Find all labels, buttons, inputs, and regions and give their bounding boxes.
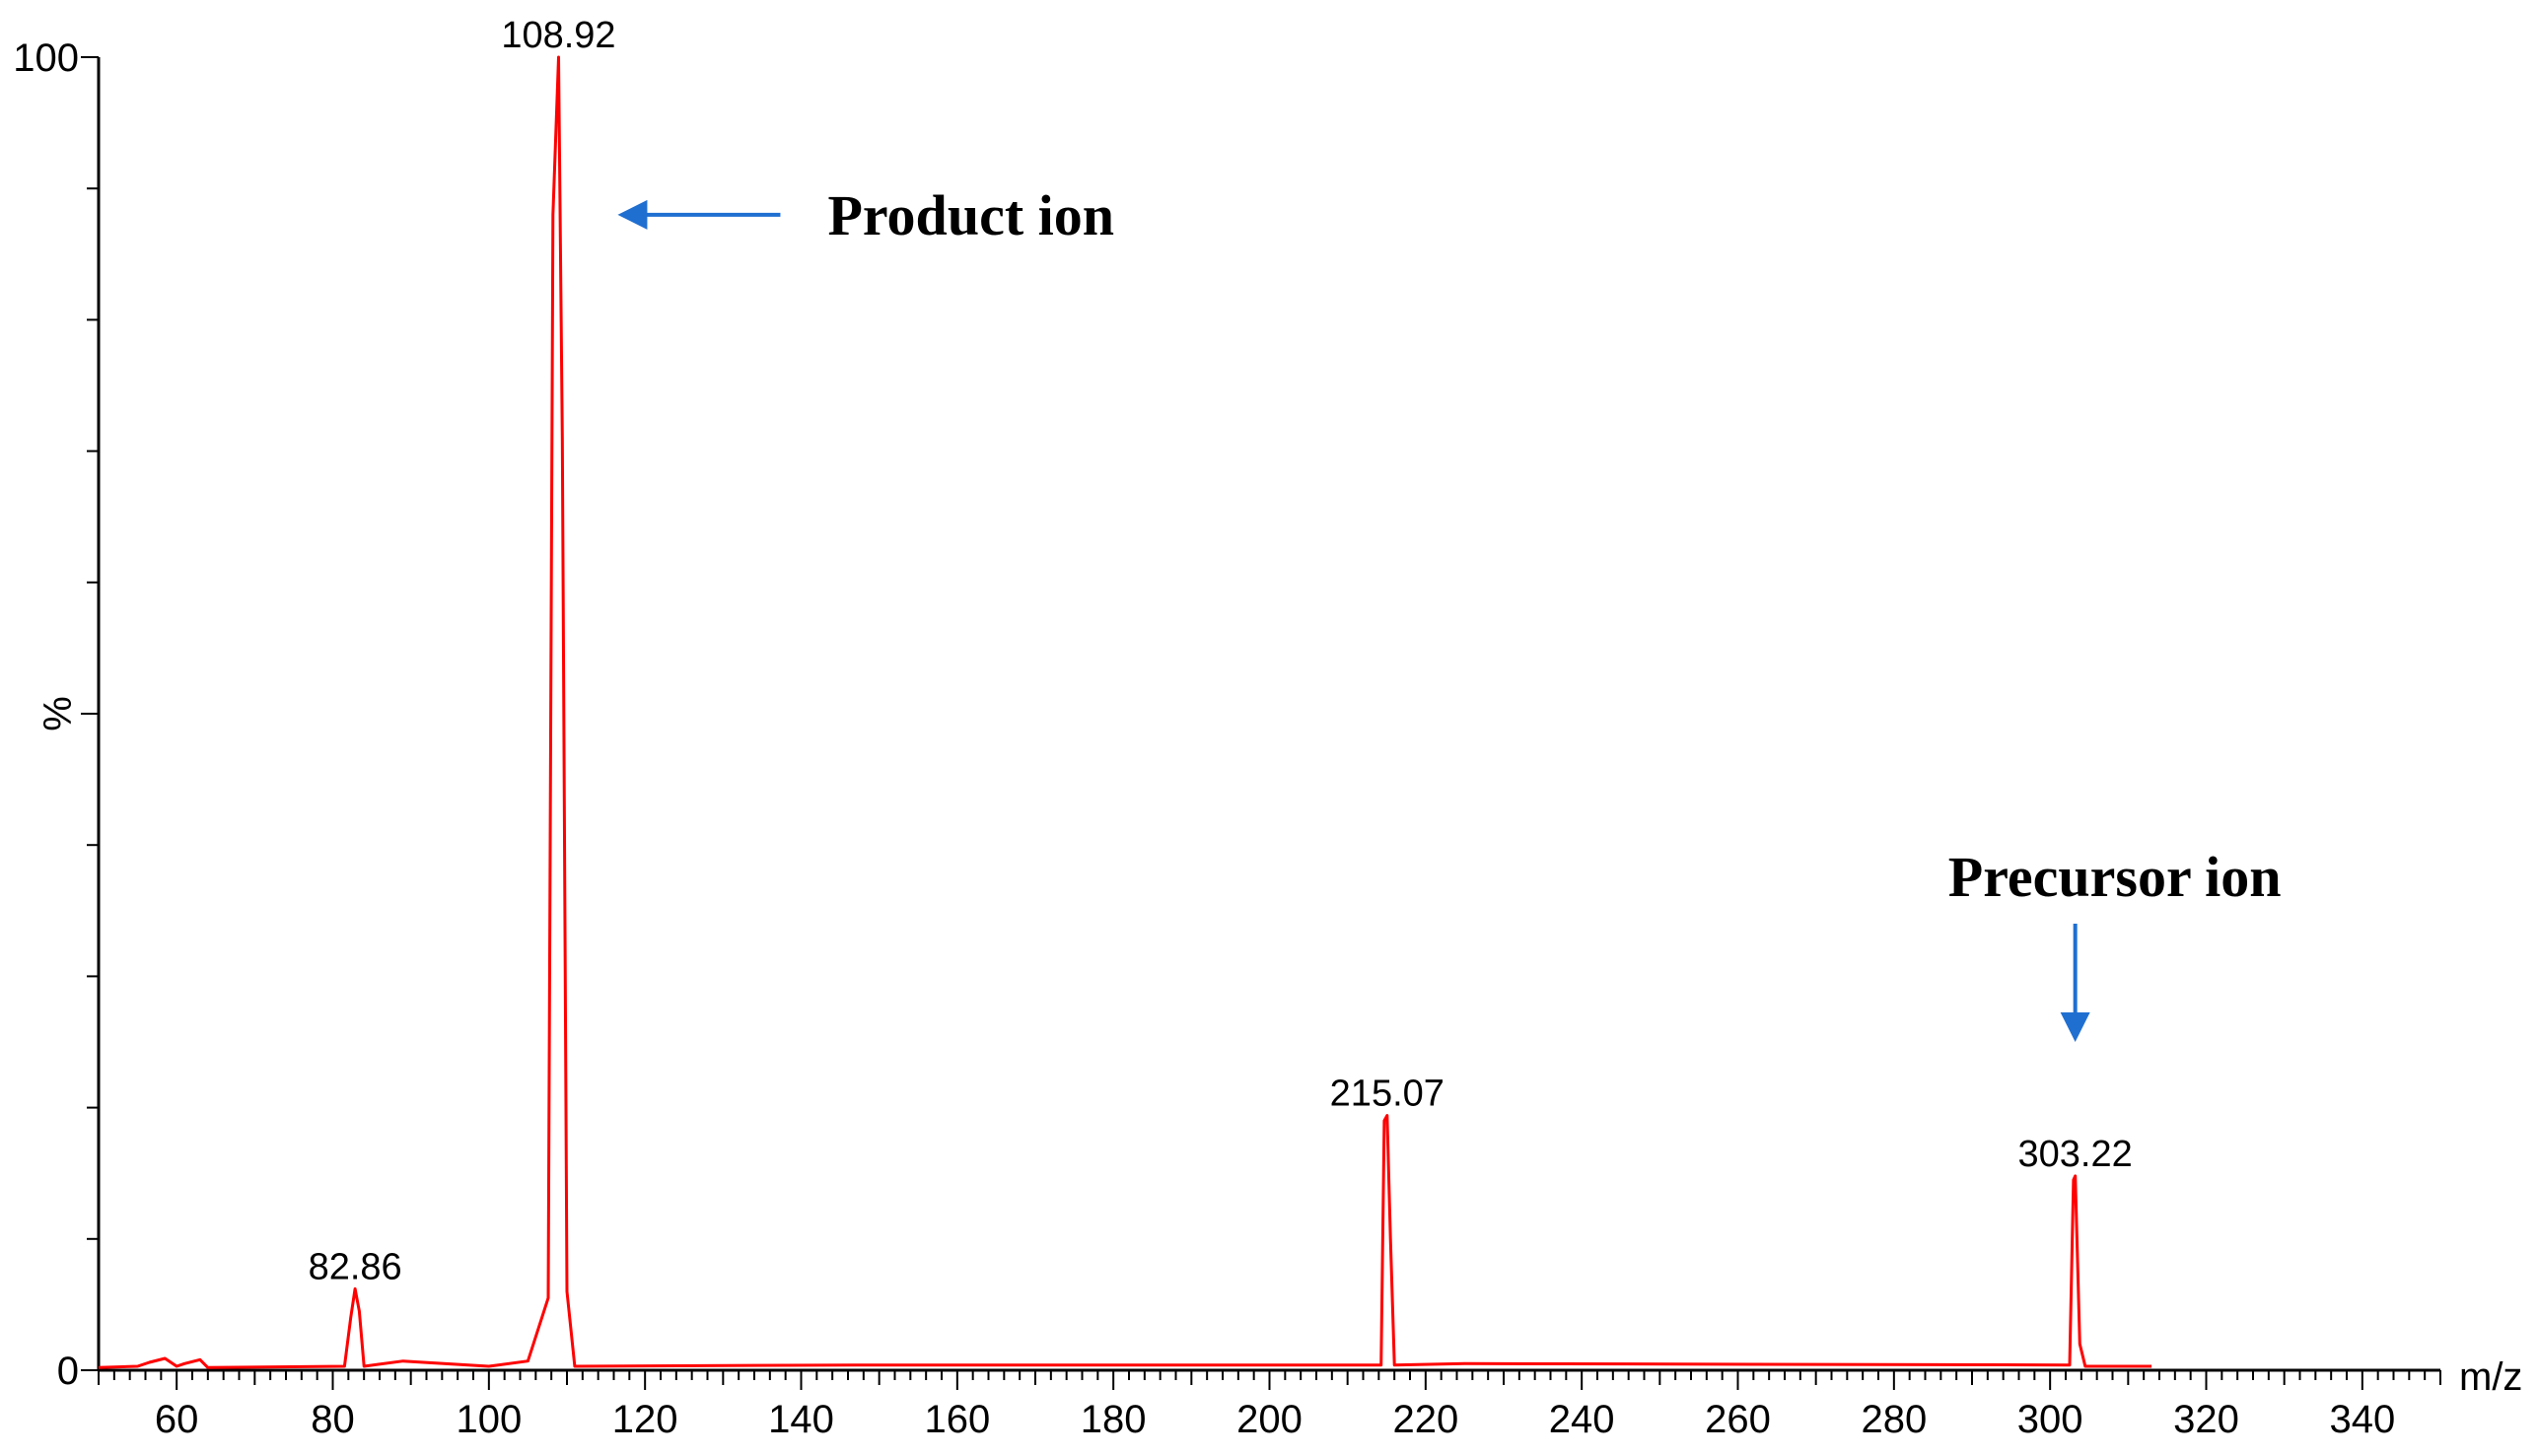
x-tick-label: 240 [1549, 1398, 1615, 1441]
x-tick-label: 60 [155, 1398, 199, 1441]
x-tick-label: 340 [2329, 1398, 2395, 1441]
annotation-layer: Product ion Precursor ion [617, 183, 2282, 1042]
peak-label: 303.22 [2018, 1134, 2133, 1175]
x-tick-label: 100 [456, 1398, 522, 1441]
series-layer [98, 55, 2152, 1369]
x-axis-label: m/z [2459, 1355, 2522, 1399]
product-ion-arrow-head [617, 199, 648, 230]
x-tick-label: 300 [2017, 1398, 2083, 1441]
y-axis-label: % [36, 696, 80, 731]
x-tick-label: 200 [1236, 1398, 1303, 1441]
x-tick-label: 140 [768, 1398, 834, 1441]
y-tick-label: 100 [13, 36, 79, 80]
x-tick-label: 80 [311, 1398, 355, 1441]
product-ion-annotation: Product ion [827, 183, 1114, 247]
y-tick-label: 0 [57, 1350, 79, 1393]
x-tick-label: 280 [1861, 1398, 1927, 1441]
axes-layer: 60 80 100 120 140 160 180 200 220 240 260 280 300 320… [13, 36, 2522, 1441]
spectrum-series-line [98, 55, 2152, 1369]
peak-label: 215.07 [1330, 1074, 1445, 1115]
peak-label: 82.86 [309, 1246, 402, 1287]
peak-label: 108.92 [501, 15, 615, 56]
x-tick-label: 220 [1392, 1398, 1458, 1441]
precursor-ion-annotation: Precursor ion [1948, 845, 2282, 909]
x-tick-label: 120 [612, 1398, 678, 1441]
x-tick-label: 180 [1081, 1398, 1147, 1441]
precursor-ion-arrow-head [2060, 1011, 2090, 1042]
x-tick-label: 320 [2173, 1398, 2239, 1441]
labels-layer: 82.86 108.92 215.07 303.22 [309, 15, 2133, 1287]
x-tick-label: 260 [1705, 1398, 1771, 1441]
x-tick-label: 160 [924, 1398, 990, 1441]
